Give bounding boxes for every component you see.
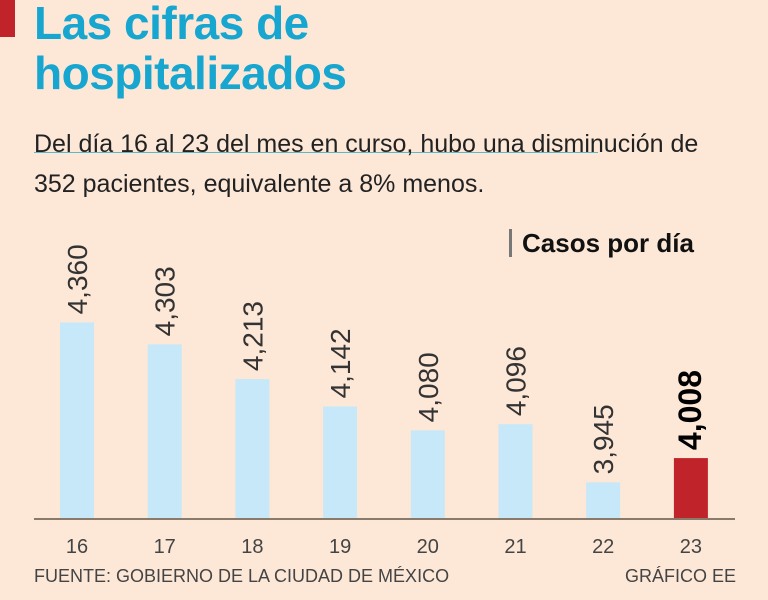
credit-note: GRÁFICO EE bbox=[624, 566, 736, 586]
data-label-17: 4,303 bbox=[150, 266, 181, 336]
data-label-22: 3,945 bbox=[588, 404, 619, 474]
legend-title: Casos por día bbox=[522, 227, 694, 258]
title-divider bbox=[34, 152, 598, 153]
data-label-18: 4,213 bbox=[237, 301, 268, 371]
data-label-23: 4,008 bbox=[672, 370, 708, 450]
data-label-21: 4,096 bbox=[501, 346, 532, 416]
chart-subtitle: Del día 16 al 23 del mes en curso, hubo … bbox=[34, 130, 699, 198]
data-label-16: 4,360 bbox=[62, 244, 93, 314]
x-tick-label: 22 bbox=[592, 536, 614, 558]
title-line-2: hospitalizados bbox=[34, 47, 347, 99]
accent-bar bbox=[0, 0, 15, 37]
bar-16 bbox=[60, 322, 94, 519]
data-label-19: 4,142 bbox=[325, 328, 356, 398]
title-line-1: Las cifras de bbox=[34, 0, 309, 49]
source-note: FUENTE: GOBIERNO DE LA CIUDAD DE MÉXICO bbox=[34, 566, 450, 586]
x-tick-label: 19 bbox=[329, 536, 351, 558]
bar-18 bbox=[235, 379, 270, 519]
bar-21 bbox=[498, 424, 533, 519]
x-tick-label: 16 bbox=[66, 536, 88, 558]
data-label-20: 4,080 bbox=[413, 352, 444, 422]
x-tick-label: 23 bbox=[680, 536, 702, 558]
x-tick-label: 20 bbox=[417, 536, 439, 558]
bar-19 bbox=[323, 406, 358, 519]
legend-marker bbox=[509, 229, 512, 257]
bar-23 bbox=[673, 458, 708, 519]
chart-title: Las cifras de hospitalizados bbox=[34, 0, 347, 99]
bar-20 bbox=[410, 430, 445, 519]
x-tick-label: 17 bbox=[154, 536, 176, 558]
x-tick-label: 18 bbox=[241, 536, 263, 558]
bar-22 bbox=[586, 482, 621, 519]
bar-17 bbox=[147, 344, 182, 519]
x-tick-label: 21 bbox=[504, 536, 526, 558]
legend: Casos por día bbox=[509, 228, 694, 258]
